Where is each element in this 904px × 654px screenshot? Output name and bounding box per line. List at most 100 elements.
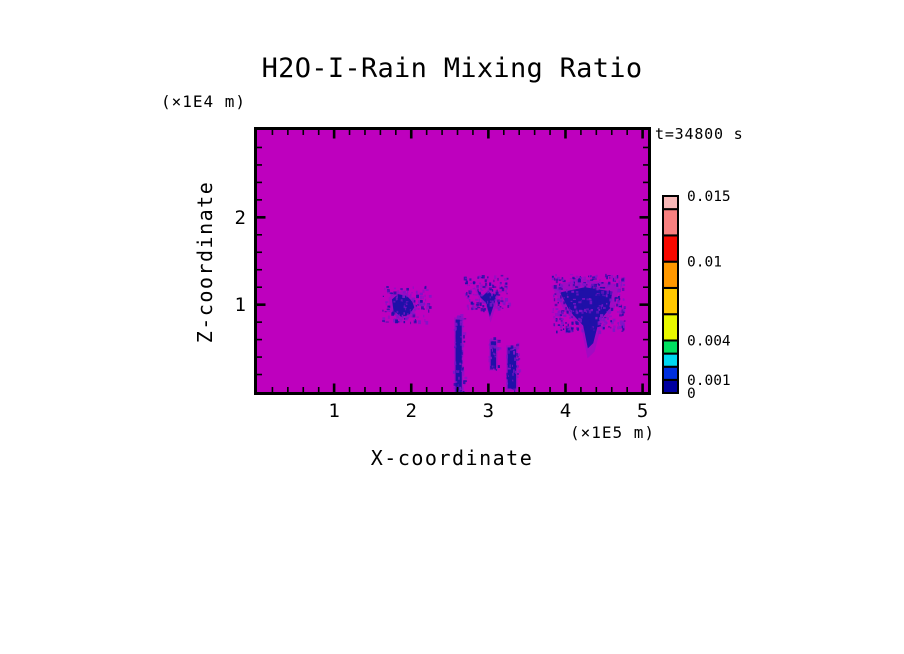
- rain-speckle: [563, 328, 565, 331]
- rain-speckle: [388, 310, 391, 313]
- rain-speckle: [394, 319, 399, 324]
- rain-speckle: [619, 314, 623, 317]
- rain-speckle: [517, 345, 520, 350]
- rain-speckle: [418, 320, 421, 325]
- rain-speckle: [504, 285, 508, 288]
- rain-speckle: [383, 321, 386, 323]
- rain-speckle: [490, 300, 492, 303]
- plot-title: H2O-I-Rain Mixing Ratio: [261, 53, 643, 84]
- rain-speckle: [621, 325, 623, 329]
- rain-speckle: [402, 294, 406, 298]
- rain-speckle: [617, 295, 620, 299]
- rain-speckle: [497, 277, 499, 281]
- rain-speckle: [608, 294, 611, 297]
- rain-speckle: [518, 369, 522, 373]
- rain-speckle: [486, 292, 490, 294]
- rain-speckle: [589, 300, 593, 305]
- rain-speckle: [505, 285, 509, 290]
- rain-speckle: [580, 276, 583, 280]
- rain-speckle: [507, 305, 510, 308]
- rain-speckle: [610, 307, 614, 311]
- rain-speckle: [614, 298, 617, 302]
- rain-speckle: [599, 297, 603, 300]
- rain-speckle: [557, 276, 560, 281]
- rain-speckle: [621, 307, 623, 310]
- rain-speckle: [501, 287, 505, 292]
- rain-speckle: [568, 282, 572, 284]
- rain-speckle: [492, 352, 495, 355]
- rain-speckle: [598, 301, 601, 303]
- colorbar-tick-label: 0.01: [687, 255, 722, 271]
- rain-speckle: [406, 297, 409, 300]
- rain-speckle: [507, 302, 512, 307]
- rain-speckle: [595, 277, 597, 281]
- rain-speckle: [569, 306, 572, 309]
- rain-speckle: [603, 295, 606, 297]
- rain-speckle: [608, 315, 612, 318]
- rain-speckle: [578, 309, 582, 313]
- rain-speckle: [411, 292, 413, 294]
- rain-speckle: [598, 308, 601, 311]
- rain-speckle: [511, 348, 514, 351]
- rain-speckle: [587, 317, 591, 319]
- rain-speckle: [610, 320, 613, 323]
- rain-speckle: [559, 315, 561, 319]
- rain-speckle: [583, 282, 586, 284]
- rain-speckle: [623, 306, 627, 308]
- rain-speckle: [563, 314, 567, 317]
- rain-speckle: [506, 292, 508, 295]
- rain-speckle: [480, 307, 484, 312]
- rain-speckle: [590, 328, 592, 332]
- rain-speckle: [399, 301, 402, 304]
- rain-speckle: [410, 311, 413, 314]
- rain-speckle: [619, 286, 622, 290]
- rain-speckle: [477, 306, 481, 309]
- rain-speckle: [481, 300, 484, 303]
- rain-speckle: [489, 282, 491, 286]
- rain-speckle: [495, 290, 498, 293]
- rain-speckle: [459, 391, 464, 392]
- rain-speckle: [495, 291, 499, 296]
- rain-speckle: [513, 369, 515, 373]
- rain-speckle: [608, 290, 611, 292]
- rain-speckle: [504, 297, 509, 302]
- rain-speckle: [563, 301, 566, 305]
- rain-speckle: [490, 289, 492, 291]
- rain-speckle: [606, 296, 608, 299]
- rain-speckle: [501, 301, 505, 304]
- rain-speckle: [417, 300, 421, 304]
- x-tick-label: 1: [328, 400, 339, 422]
- rain-speckle: [489, 347, 493, 350]
- rain-speckle: [568, 329, 571, 333]
- rain-speckle: [493, 345, 497, 349]
- rain-speckle: [619, 294, 621, 297]
- rain-speckle: [588, 298, 592, 301]
- rain-speckle: [488, 344, 490, 346]
- rain-speckle: [593, 329, 595, 331]
- rain-speckle: [517, 358, 519, 361]
- rain-speckle: [569, 325, 572, 329]
- colorbar-cell: [662, 313, 679, 342]
- plot-area: [257, 130, 648, 392]
- rain-speckle: [396, 321, 400, 323]
- rain-speckle: [455, 334, 458, 339]
- rain-speckle: [461, 355, 464, 357]
- rain-speckle: [486, 300, 489, 304]
- rain-speckle: [581, 329, 585, 333]
- rain-speckle: [570, 327, 574, 330]
- rain-speckle: [620, 283, 623, 287]
- rain-speckle: [410, 315, 414, 318]
- rain-speckle: [426, 306, 429, 310]
- rain-speckle: [514, 357, 516, 361]
- rain-speckle: [428, 306, 432, 309]
- rain-speckle: [514, 385, 516, 389]
- rain-speckle: [616, 275, 619, 279]
- rain-speckle: [488, 295, 491, 298]
- rain-speckle: [560, 321, 564, 325]
- rain-speckle: [576, 311, 579, 314]
- rain-speckle: [483, 307, 487, 311]
- rain-speckle: [580, 289, 584, 291]
- rain-speckle: [619, 310, 622, 315]
- rain-speckle: [592, 285, 596, 288]
- y-tick-label: 1: [235, 294, 246, 316]
